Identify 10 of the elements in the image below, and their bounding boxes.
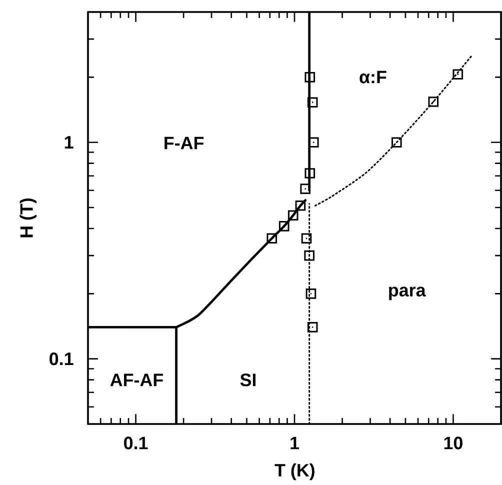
x-tick-label: 10 [444, 436, 462, 450]
annotation: SI [240, 374, 256, 386]
annotation: F-AF [164, 136, 204, 150]
y-axis-title: H (T) [20, 198, 36, 238]
annotation: α:F [360, 70, 386, 84]
annotation: para [389, 286, 426, 300]
x-tick-label: 0.1 [124, 436, 148, 450]
annotation: AF-AF [110, 374, 163, 386]
x-axis-title: T (K) [274, 463, 314, 480]
x-tick-label: 1 [290, 436, 299, 450]
